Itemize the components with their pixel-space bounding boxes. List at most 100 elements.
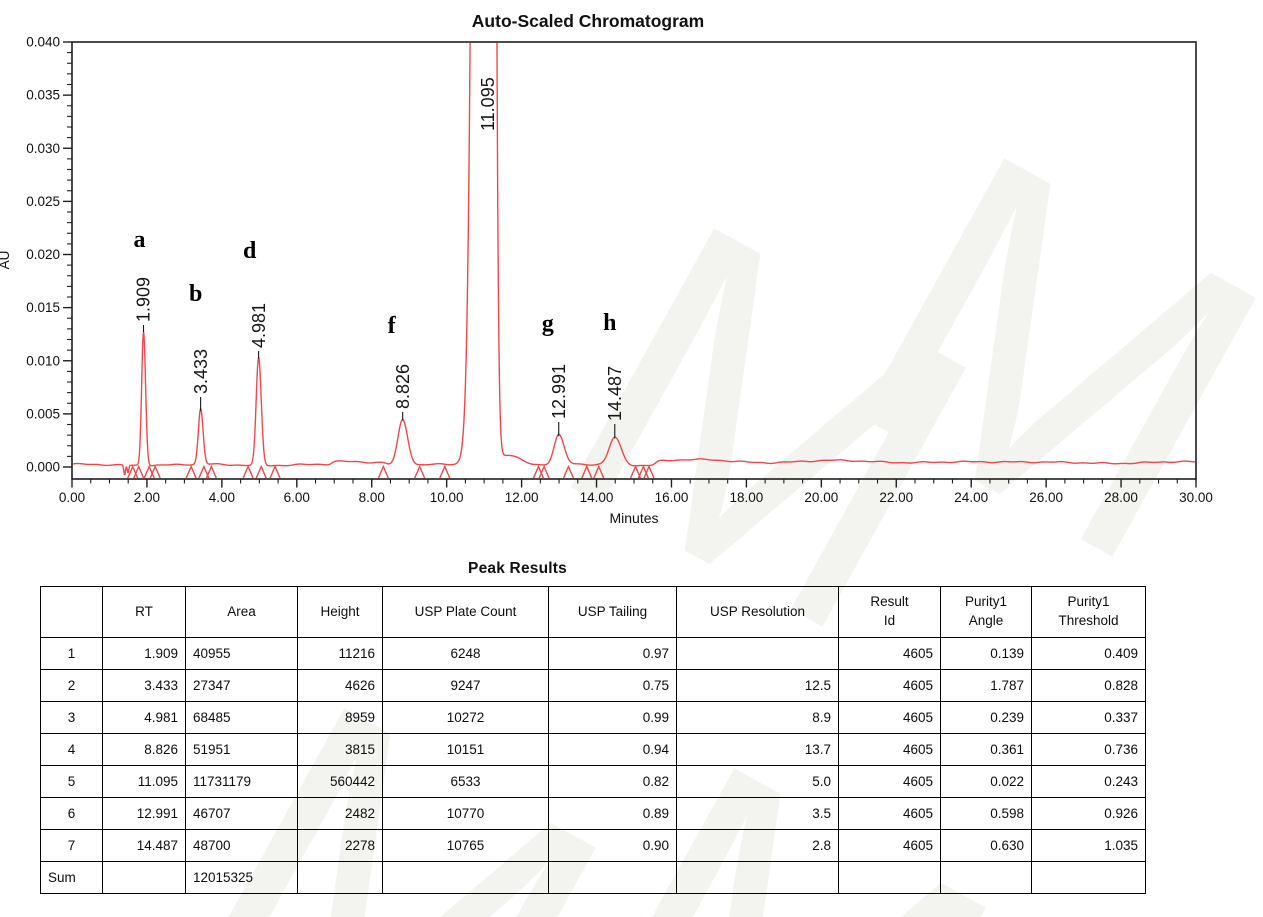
- table-cell: 1.787: [940, 669, 1032, 702]
- table-cell: 0.926: [1031, 797, 1146, 830]
- table-cell: 0.75: [548, 669, 677, 702]
- table-cell: 40955: [185, 637, 298, 670]
- table-cell: 68485: [185, 701, 298, 734]
- header-row: RT Area Height USP Plate Count USP Tailing US…: [40, 586, 1146, 638]
- table-cell: 0.361: [940, 733, 1032, 766]
- table-cell: 4605: [838, 733, 941, 766]
- table-cell: 0.598: [940, 797, 1032, 830]
- table-cell: 3815: [297, 733, 383, 766]
- plot-frame: [71, 41, 1197, 480]
- integration-mark: [532, 464, 545, 479]
- x-axis-title: Minutes: [609, 510, 658, 526]
- table-cell: 0.409: [1031, 637, 1146, 670]
- table-cell: 0.630: [940, 829, 1032, 862]
- x-tick-label: 10.00: [430, 490, 464, 505]
- table-cell: 11216: [297, 637, 383, 670]
- peak-letter-d: d: [243, 238, 257, 264]
- table-row: 1 1.909 40955 11216 6248 0.97 4605 0.139 0.409: [40, 637, 1146, 670]
- table-cell: 2482: [297, 797, 383, 830]
- integration-mark: [205, 464, 218, 479]
- integration-mark: [269, 464, 281, 479]
- column-header: USP Tailing: [548, 586, 677, 638]
- table-cell: 0.94: [548, 733, 677, 766]
- integration-mark: [414, 464, 426, 479]
- y-tick-label: 0.000: [26, 460, 60, 475]
- column-header: Height: [297, 586, 383, 638]
- table-cell: [1031, 861, 1146, 894]
- table-cell: 46707: [185, 797, 298, 830]
- table-cell: 0.82: [548, 765, 677, 798]
- table-cell: 1.909: [102, 637, 186, 670]
- table-cell: 4605: [838, 637, 941, 670]
- integration-mark: [637, 464, 650, 479]
- x-tick-label: 8.00: [359, 490, 385, 505]
- table-cell: 4605: [838, 829, 941, 862]
- x-tick-label: 28.00: [1104, 490, 1138, 505]
- integration-mark: [242, 464, 254, 479]
- x-tick-label: 0.00: [59, 490, 85, 505]
- table-cell: 0.139: [940, 637, 1032, 670]
- x-tick-label: 20.00: [804, 490, 838, 505]
- y-tick-label: 0.020: [26, 247, 60, 262]
- table-row: 3 4.981 68485 8959 10272 0.99 8.9 4605 0.239 0.33…: [40, 701, 1146, 734]
- peak-rt-label: 4.981: [249, 303, 269, 348]
- integration-mark: [133, 464, 145, 479]
- peak-letter-b: b: [189, 281, 202, 307]
- column-header: [40, 586, 103, 638]
- table-cell: 5.0: [676, 765, 839, 798]
- column-header: Area: [185, 586, 298, 638]
- chromatogram-trace: [72, 42, 1196, 476]
- table-cell: 7: [40, 829, 103, 862]
- integration-mark: [149, 464, 161, 479]
- table-cell: 0.99: [548, 701, 677, 734]
- table-cell: 2.8: [676, 829, 839, 862]
- table-cell: 51951: [185, 733, 298, 766]
- table-cell: [940, 861, 1032, 894]
- peak-letter-h: h: [603, 310, 616, 336]
- table-cell: 27347: [185, 669, 298, 702]
- table-cell: 4605: [838, 669, 941, 702]
- table-cell: 560442: [297, 765, 383, 798]
- integration-mark: [538, 464, 550, 479]
- table-cell: 4605: [838, 765, 941, 798]
- table-cell: 4: [40, 733, 103, 766]
- table-cell: 1.035: [1031, 829, 1146, 862]
- peak-results-table-body: 1 1.909 40955 11216 6248 0.97 4605 0.139 0.409 2 3…: [40, 637, 1146, 894]
- table-cell: 0.89: [548, 797, 677, 830]
- table-cell: [838, 861, 941, 894]
- table-cell: 0.828: [1031, 669, 1146, 702]
- table-cell: 10272: [382, 701, 549, 734]
- table-row: 4 8.826 51951 3815 10151 0.94 13.7 4605 0.361 0.7…: [40, 733, 1146, 766]
- x-tick-label: 16.00: [655, 490, 689, 505]
- table-row: 7 14.487 48700 2278 10765 0.90 2.8 4605 0.630 1.0…: [40, 829, 1146, 862]
- y-tick-label: 0.035: [26, 88, 60, 103]
- peak-letter-g: g: [542, 311, 554, 337]
- table-cell: [676, 861, 839, 894]
- y-tick-label: 0.005: [26, 406, 60, 421]
- y-axis: 0.000 0.005 0.010 0.015 0.020 0.025 0.030 0.035…: [0, 35, 72, 475]
- x-tick-label: 6.00: [284, 490, 310, 505]
- peak-results-table-head: RT Area Height USP Plate Count USP Tailing US…: [40, 586, 1146, 638]
- column-header: Result Id: [838, 586, 941, 638]
- column-header: USP Resolution: [676, 586, 839, 638]
- table-cell: 13.7: [676, 733, 839, 766]
- peak-rt-label: 12.991: [549, 364, 569, 419]
- table-cell: 14.487: [102, 829, 186, 862]
- y-tick-label: 0.010: [26, 353, 60, 368]
- peak-results-section: Peak Results RT Area Height USP Plate Count…: [40, 560, 1146, 894]
- integration-mark: [643, 464, 655, 479]
- peak-rt-label: 11.095: [478, 77, 498, 131]
- table-cell: 8.9: [676, 701, 839, 734]
- table-cell: 2278: [297, 829, 383, 862]
- table-cell: 8.826: [102, 733, 186, 766]
- x-tick-label: 30.00: [1179, 490, 1213, 505]
- y-axis-title: AU: [0, 251, 12, 270]
- integration-mark: [198, 464, 210, 479]
- integration-mark: [439, 464, 451, 479]
- integration-mark: [562, 464, 575, 479]
- peak-rt-label: 14.487: [605, 366, 625, 421]
- table-row: 6 12.991 46707 2482 10770 0.89 3.5 4605 0.598 0.9…: [40, 797, 1146, 830]
- table-cell: 0.239: [940, 701, 1032, 734]
- table-cell: 4.981: [102, 701, 186, 734]
- table-cell: 10770: [382, 797, 549, 830]
